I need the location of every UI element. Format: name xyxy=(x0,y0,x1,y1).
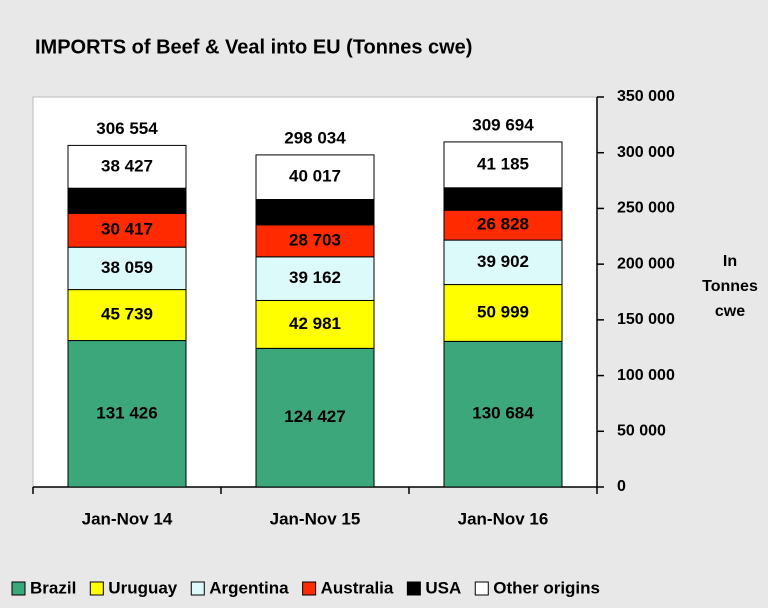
value-label: 50 999 xyxy=(477,302,529,321)
legend-label: Other origins xyxy=(493,578,600,597)
legend-swatch xyxy=(190,581,205,596)
legend-swatch xyxy=(89,581,104,596)
legend-label: Australia xyxy=(321,578,394,597)
bar-segment xyxy=(67,212,187,248)
bar-segment xyxy=(255,256,375,301)
value-label: 38 059 xyxy=(101,258,153,277)
y-tick-label: 250 000 xyxy=(617,200,675,217)
bar-segment xyxy=(67,187,187,214)
bar-segment xyxy=(255,154,375,200)
y-axis-label: cwe xyxy=(715,303,745,320)
value-label: 42 981 xyxy=(289,314,341,333)
y-tick-label: 100 000 xyxy=(617,367,675,384)
bar-segment xyxy=(255,198,375,226)
total-label: 298 034 xyxy=(284,128,346,147)
total-label: 309 694 xyxy=(472,115,534,134)
bar-segment xyxy=(255,224,375,258)
legend-swatch xyxy=(11,581,26,596)
bar-segment xyxy=(67,289,187,342)
value-label: 30 417 xyxy=(101,220,153,239)
y-tick-label: 300 000 xyxy=(617,144,675,161)
y-axis-label: Tonnes xyxy=(702,278,758,295)
y-tick-label: 0 xyxy=(617,478,626,495)
y-tick-label: 350 000 xyxy=(617,88,675,105)
legend-label: Uruguay xyxy=(108,578,178,597)
bar-segment xyxy=(255,299,375,349)
bar-segment xyxy=(67,246,187,291)
value-label: 39 162 xyxy=(289,268,341,287)
y-tick-label: 150 000 xyxy=(617,311,675,328)
value-label: 26 828 xyxy=(477,215,529,234)
value-label: 124 427 xyxy=(284,407,345,426)
y-axis-label: In xyxy=(723,253,737,270)
total-label: 306 554 xyxy=(96,119,158,138)
value-label: 40 017 xyxy=(289,167,341,186)
bar-segment xyxy=(67,340,187,488)
value-label: 39 902 xyxy=(477,252,529,271)
value-label: 45 739 xyxy=(101,305,153,324)
bar-segment xyxy=(443,187,563,211)
legend-swatch xyxy=(406,581,421,596)
x-tick-label: Jan-Nov 15 xyxy=(270,509,361,528)
value-label: 41 185 xyxy=(477,154,529,173)
x-tick-label: Jan-Nov 14 xyxy=(82,509,173,528)
bar-segment xyxy=(67,144,187,189)
value-label: 131 426 xyxy=(96,403,157,422)
chart-title: IMPORTS of Beef & Veal into EU (Tonnes c… xyxy=(35,36,472,58)
bar-segment xyxy=(443,209,563,241)
value-label: 28 703 xyxy=(289,230,341,249)
value-label: 130 684 xyxy=(472,404,534,423)
legend-swatch xyxy=(474,581,489,596)
bar-segment xyxy=(443,284,563,342)
legend-label: Argentina xyxy=(209,578,289,597)
legend-label: USA xyxy=(425,578,461,597)
x-tick-label: Jan-Nov 16 xyxy=(458,509,549,528)
value-label: 38 427 xyxy=(101,156,153,175)
bar-segment xyxy=(443,340,563,488)
y-tick-label: 200 000 xyxy=(617,255,675,272)
legend-label: Brazil xyxy=(30,578,76,597)
legend-swatch xyxy=(302,581,317,596)
y-tick-label: 50 000 xyxy=(617,423,666,440)
bar-segment xyxy=(443,239,563,286)
bar-segment xyxy=(443,141,563,189)
